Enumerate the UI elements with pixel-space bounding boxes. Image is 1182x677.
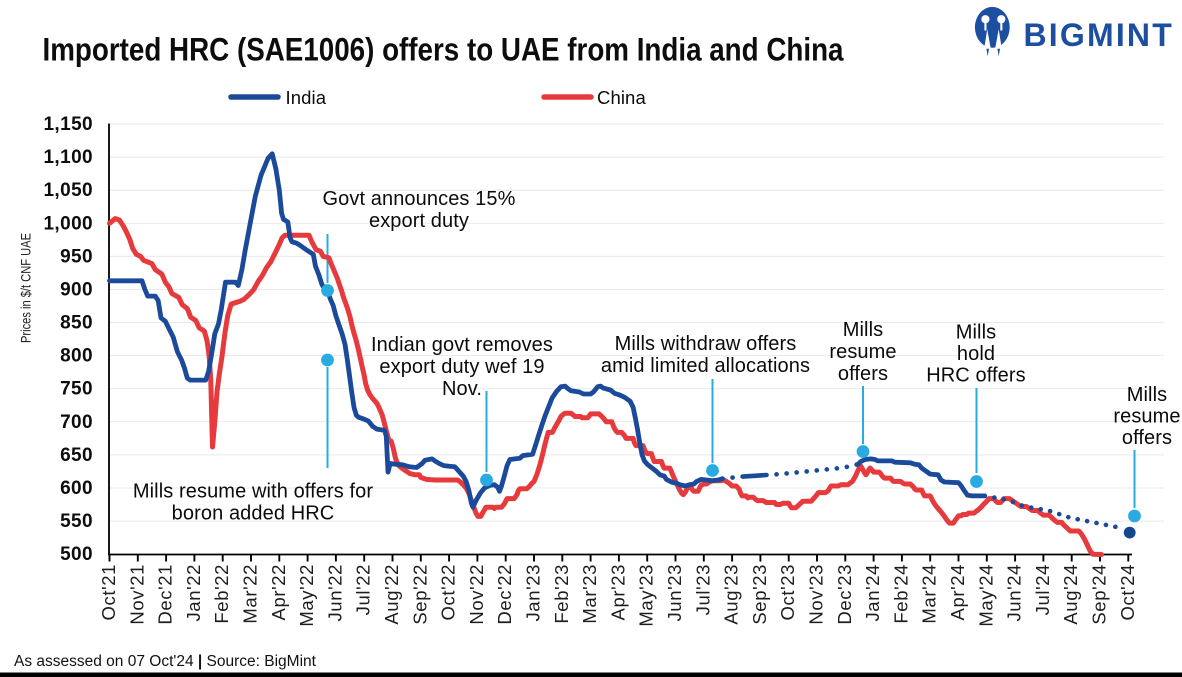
svg-text:Mills: Mills [843,319,884,341]
svg-text:500: 500 [60,544,93,565]
svg-text:Feb'24: Feb'24 [890,564,911,624]
svg-text:resume: resume [1113,406,1180,428]
svg-text:1,000: 1,000 [43,213,93,234]
svg-text:Mar'23: Mar'23 [579,564,600,624]
svg-text:Apr'23: Apr'23 [607,564,628,621]
svg-text:1,150: 1,150 [43,114,93,135]
svg-text:Dec'21: Dec'21 [155,564,176,625]
svg-text:amid limited allocations: amid limited allocations [601,355,810,377]
svg-text:Oct'22: Oct'22 [438,564,459,621]
svg-text:1,050: 1,050 [43,180,93,201]
svg-text:offers: offers [1122,427,1172,449]
svg-text:Mills withdraw offers: Mills withdraw offers [615,333,797,355]
svg-text:Nov'21: Nov'21 [126,564,147,625]
svg-text:May'22: May'22 [296,564,317,627]
svg-text:resume: resume [829,341,896,363]
svg-text:export duty wef 19: export duty wef 19 [379,356,544,378]
svg-text:Jun'24: Jun'24 [1004,564,1025,622]
svg-text:export duty: export duty [369,210,469,232]
svg-text:Feb'22: Feb'22 [211,564,232,624]
svg-text:Sep'24: Sep'24 [1089,564,1110,625]
svg-text:boron added HRC: boron added HRC [172,503,335,525]
svg-text:May'24: May'24 [975,564,996,627]
svg-text:Jan'24: Jan'24 [862,564,883,622]
svg-text:China: China [597,87,646,108]
svg-text:Sep'22: Sep'22 [409,564,430,625]
svg-text:1,100: 1,100 [43,147,93,168]
svg-text:900: 900 [60,280,93,301]
svg-text:Dec'23: Dec'23 [834,564,855,625]
svg-text:950: 950 [60,246,93,267]
svg-text:Jan'23: Jan'23 [523,564,544,622]
svg-text:Aug'23: Aug'23 [721,564,742,625]
svg-text:650: 650 [60,445,93,466]
svg-text:Aug'24: Aug'24 [1060,564,1081,625]
svg-text:Apr'22: Apr'22 [268,564,289,621]
svg-text:Prices in $/t CNF UAE: Prices in $/t CNF UAE [19,233,34,343]
svg-text:Mar'24: Mar'24 [919,564,940,624]
svg-text:Nov'23: Nov'23 [806,564,827,625]
svg-text:Jan'22: Jan'22 [183,564,204,622]
svg-text:Nov'22: Nov'22 [466,564,487,625]
svg-text:Sep'23: Sep'23 [749,564,770,625]
svg-text:800: 800 [60,346,93,367]
svg-text:Imported HRC (SAE1006) offers: Imported HRC (SAE1006) offers to UAE fro… [43,32,844,68]
svg-text:HRC offers: HRC offers [926,365,1026,387]
svg-text:Jun'22: Jun'22 [324,564,345,622]
svg-text:750: 750 [60,379,93,400]
svg-text:Aug'22: Aug'22 [381,564,402,625]
svg-text:Mills: Mills [956,322,997,344]
svg-text:700: 700 [60,412,93,433]
svg-text:Mills resume with offers for: Mills resume with offers for [133,481,374,503]
svg-text:BIGMINT: BIGMINT [1024,17,1175,53]
svg-text:600: 600 [60,478,93,499]
svg-text:Jul'22: Jul'22 [353,564,374,615]
svg-text:Jun'23: Jun'23 [664,564,685,622]
svg-text:May'23: May'23 [636,564,657,627]
svg-text:Mills: Mills [1127,384,1168,406]
svg-text:Indian govt removes: Indian govt removes [371,334,553,356]
svg-text:India: India [286,87,327,108]
svg-text:Oct'23: Oct'23 [777,564,798,621]
svg-text:Jul'23: Jul'23 [692,564,713,615]
svg-text:Feb'23: Feb'23 [551,564,572,624]
svg-text:550: 550 [60,511,93,532]
svg-text:Oct'21: Oct'21 [98,564,119,621]
svg-text:Dec'22: Dec'22 [494,564,515,625]
svg-text:offers: offers [838,363,888,385]
svg-text:Nov.: Nov. [442,378,482,400]
svg-text:Govt announces 15%: Govt announces 15% [322,188,515,210]
svg-text:As assessed on 07 Oct'24 | Sou: As assessed on 07 Oct'24 | Source: BigMi… [14,653,317,670]
svg-text:Mar'22: Mar'22 [240,564,261,624]
svg-text:Jul'24: Jul'24 [1032,564,1053,615]
svg-text:850: 850 [60,313,93,334]
svg-text:Oct'24: Oct'24 [1117,564,1138,621]
svg-text:Apr'24: Apr'24 [947,564,968,621]
svg-text:hold: hold [957,343,995,365]
